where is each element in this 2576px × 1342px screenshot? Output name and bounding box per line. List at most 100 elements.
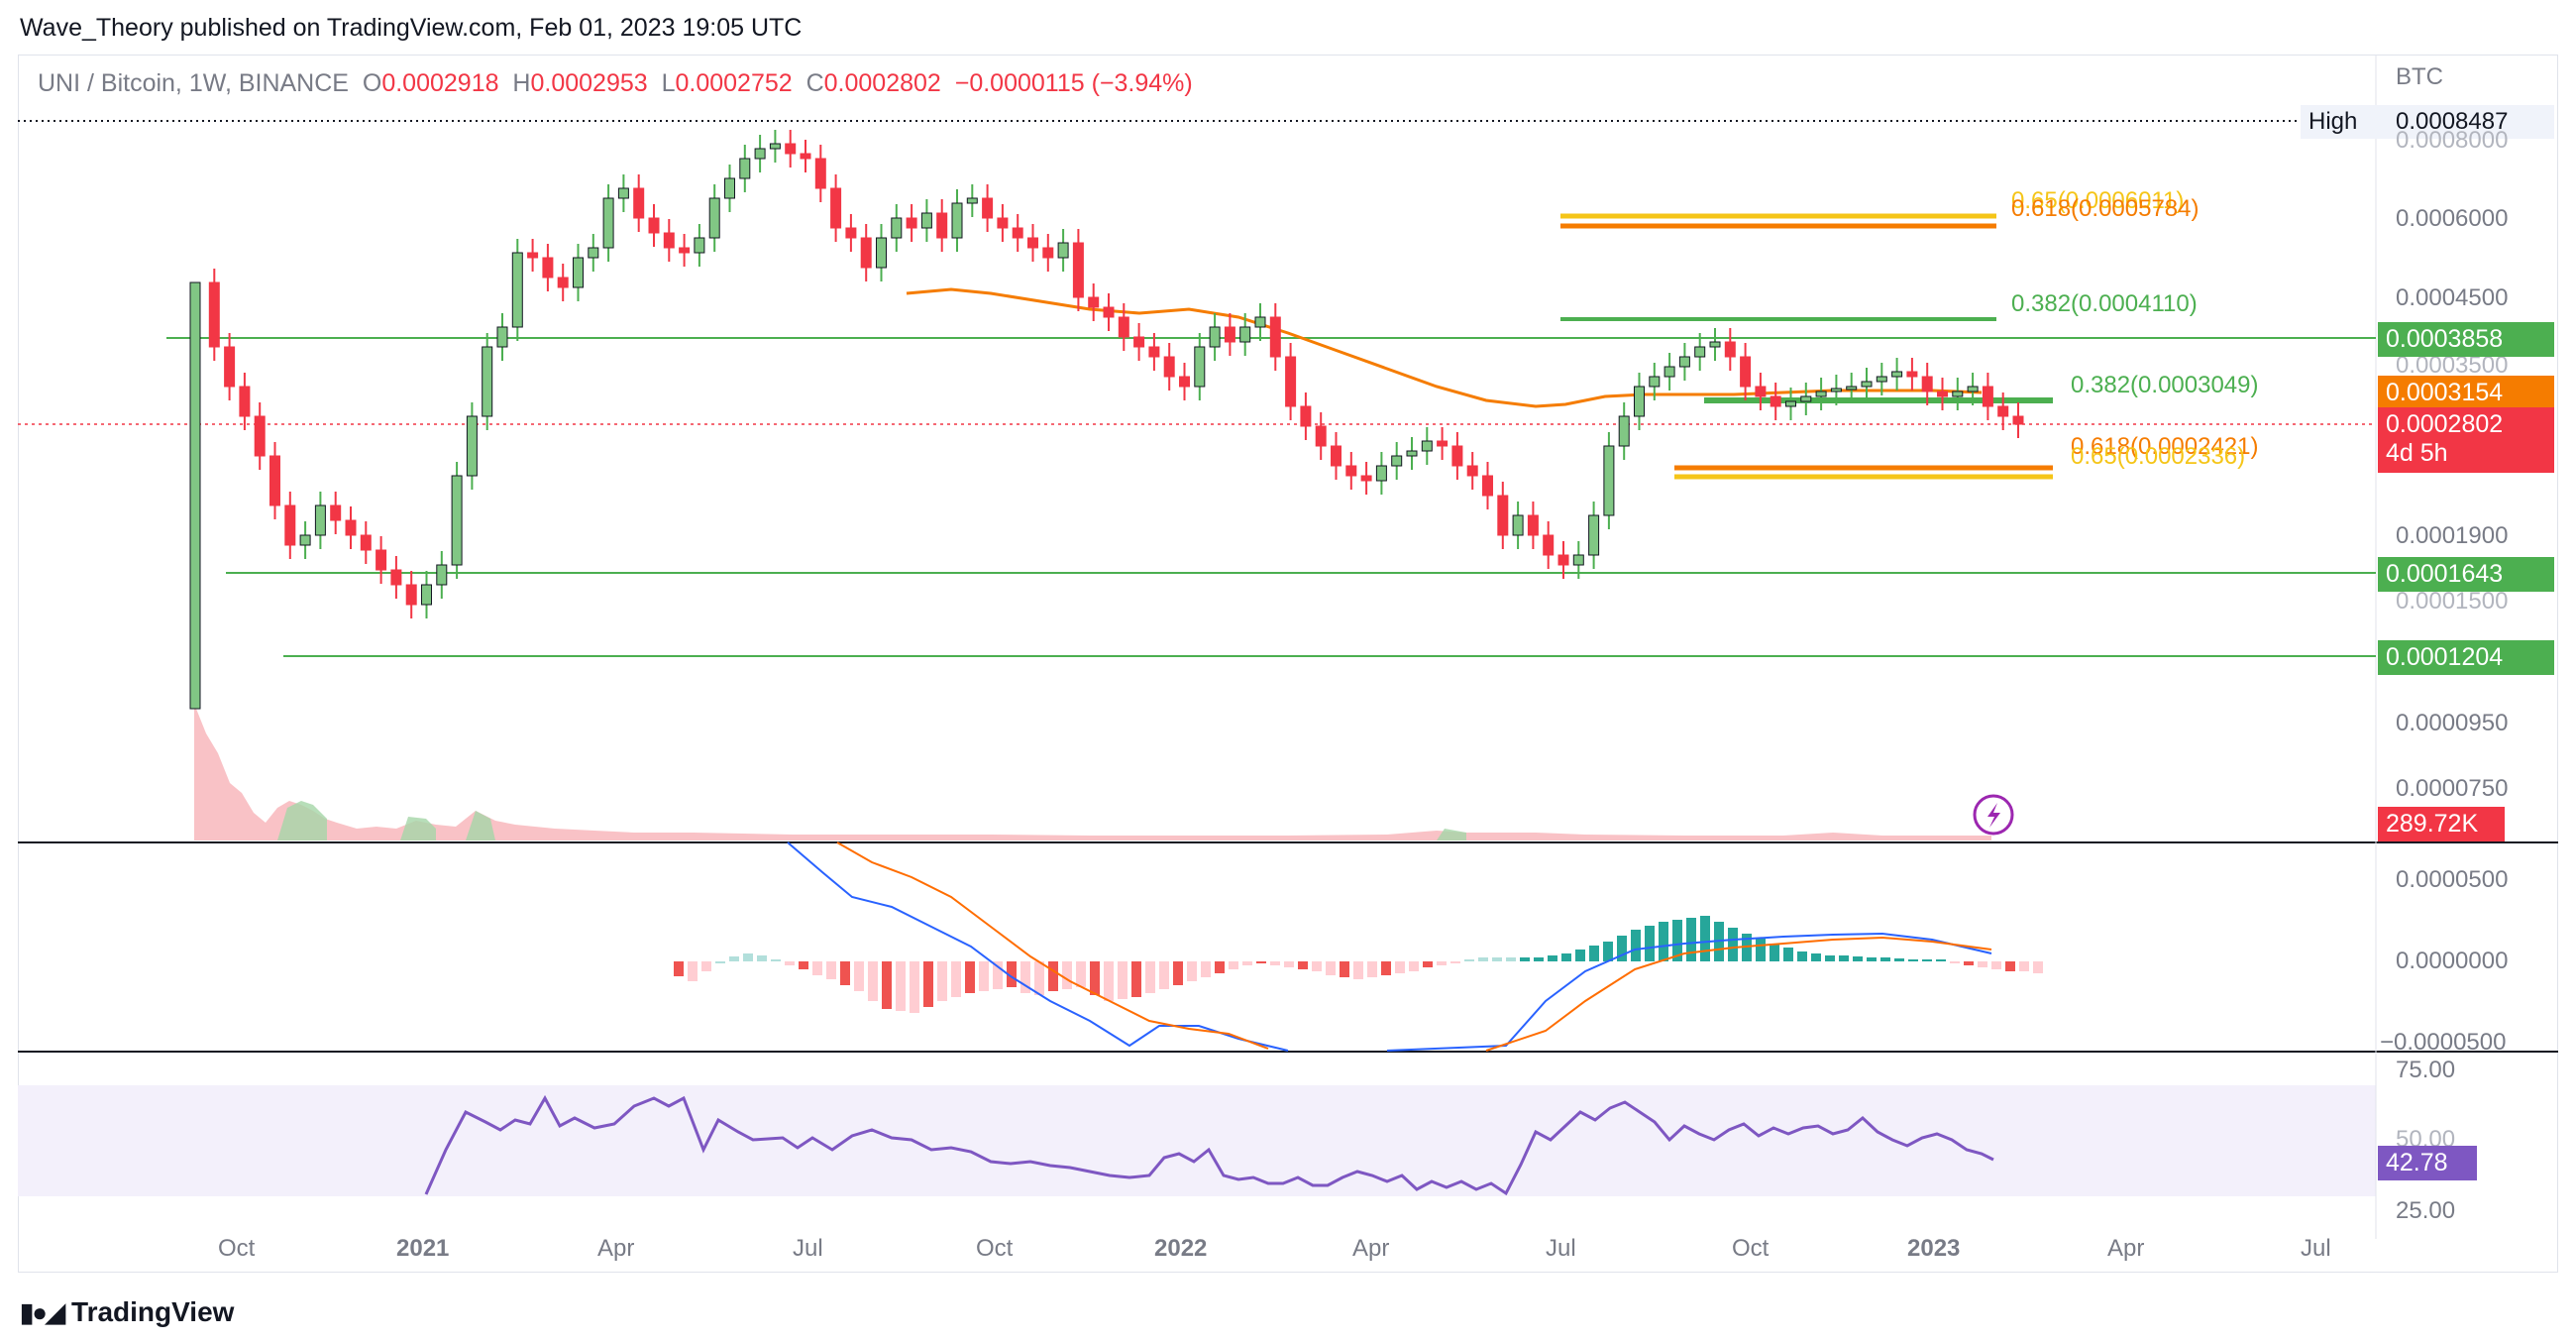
high-value: 0.0002953	[530, 69, 648, 97]
candle-body	[602, 197, 614, 249]
macd-bar	[937, 961, 947, 1001]
time-axis-label: Jul	[2301, 1235, 2331, 1262]
candle-body	[1861, 381, 1873, 388]
candle-body	[466, 415, 478, 477]
macd-bar	[1284, 961, 1294, 967]
candle-body	[1451, 445, 1463, 467]
candle-body	[1967, 386, 1979, 392]
macd-bar	[1825, 955, 1835, 961]
time-axis-label: Jul	[793, 1235, 823, 1262]
macd-bar	[1534, 957, 1544, 961]
time-axis-label: Oct	[1732, 1235, 1770, 1262]
candle-body	[1285, 356, 1297, 407]
candle-body	[2012, 415, 2024, 425]
candle-body	[436, 564, 448, 586]
candle-body	[1148, 346, 1160, 358]
candle-body	[1770, 395, 1781, 407]
candle-body	[189, 281, 201, 710]
candle-body	[1375, 465, 1387, 482]
macd-bar	[1312, 961, 1322, 971]
candle-body	[1437, 440, 1449, 447]
macd-bar	[1839, 955, 1849, 961]
macd-bar	[1353, 961, 1363, 979]
last-price-tag: 0.0002802	[2378, 407, 2554, 443]
time-axis-label: 2021	[396, 1235, 450, 1262]
fib-065-low-label: 0.65(0.0002336)	[2071, 443, 2245, 470]
candle-body	[1209, 326, 1221, 348]
macd-bar	[993, 961, 1003, 989]
candle-body	[1239, 326, 1251, 343]
candle-body	[1830, 388, 1842, 392]
candle-body	[814, 158, 826, 189]
candle-body	[588, 247, 599, 259]
macd-bar	[882, 961, 892, 1009]
candle-body	[936, 212, 948, 239]
rsi-band	[18, 1085, 2376, 1196]
candle-body	[1649, 376, 1661, 388]
price-axis-label: 0.0006000	[2396, 205, 2509, 232]
candle-body	[708, 197, 720, 239]
macd-bar	[2005, 961, 2015, 971]
macd-bar	[2033, 961, 2043, 973]
time-axis-label: 2023	[1907, 1235, 1961, 1262]
candle-body	[527, 252, 539, 259]
candle-body	[951, 202, 963, 239]
candle-body	[1557, 554, 1569, 566]
macd-bar	[1603, 942, 1613, 961]
macd-bar	[1464, 959, 1474, 961]
tradingview-logo[interactable]: ▮●◢ TradingView	[20, 1296, 234, 1328]
price-axis-label: 0.0001500	[2396, 588, 2509, 615]
candle-body	[482, 346, 493, 417]
candle-body	[573, 257, 584, 288]
high-tag-value: 0.0008487	[2396, 108, 2509, 135]
macd-bar	[1756, 938, 1766, 961]
symbol-legend[interactable]: UNI / Bitcoin, 1W, BINANCE O0.0002918 H0…	[38, 69, 1193, 98]
macd-bar	[1062, 961, 1072, 989]
macd-bar	[1520, 957, 1530, 961]
macd-bar	[799, 961, 808, 969]
candle-body	[1088, 296, 1100, 308]
macd-bar	[896, 961, 906, 1011]
macd-bar	[1450, 961, 1460, 963]
macd-line	[787, 841, 1289, 1052]
candle-body	[345, 519, 357, 536]
macd-bar	[1256, 961, 1266, 963]
price-axis-label: 0.0004500	[2396, 284, 2509, 311]
candle-body	[1027, 237, 1038, 249]
close-value: 0.0002802	[823, 69, 941, 97]
candle-body	[376, 549, 387, 571]
macd-bar	[854, 961, 864, 991]
candle-body	[1921, 376, 1933, 392]
candle-body	[1937, 391, 1948, 397]
macd-bar	[1423, 961, 1433, 967]
macd-bar	[951, 961, 961, 997]
change-value: −0.0000115 (−3.94%)	[954, 69, 1193, 97]
time-axis-label: Apr	[597, 1235, 635, 1262]
countdown-tag: 4d 5h	[2378, 439, 2554, 473]
candle-body	[1512, 514, 1524, 536]
candle-body	[769, 143, 781, 150]
candle-body	[1466, 465, 1478, 477]
candle-body	[314, 504, 326, 536]
candle-body	[224, 346, 236, 388]
macd-bar	[771, 959, 781, 961]
macd-bar	[674, 961, 684, 976]
rsi-axis-label: 25.00	[2396, 1197, 2456, 1224]
volume-area	[194, 704, 1991, 840]
macd-bar	[1145, 961, 1155, 993]
fib-065-top-label: 0.65(0.0006011)	[2011, 187, 2184, 214]
macd-bar	[2019, 961, 2029, 971]
macd-bar	[1783, 948, 1793, 961]
macd-bar	[868, 961, 878, 1001]
volume-tag: 289.72K	[2378, 807, 2505, 841]
open-value: 0.0002918	[381, 69, 499, 97]
candle-body	[1406, 450, 1418, 457]
candle-body	[1331, 445, 1342, 467]
macd-axis-label: 0.0000000	[2396, 948, 2509, 974]
lightning-icon[interactable]	[1973, 794, 2014, 836]
macd-bar	[1950, 961, 1960, 963]
macd-bar	[1201, 961, 1211, 977]
low-value: 0.0002752	[675, 69, 793, 97]
tradingview-logo-text: TradingView	[71, 1296, 235, 1327]
